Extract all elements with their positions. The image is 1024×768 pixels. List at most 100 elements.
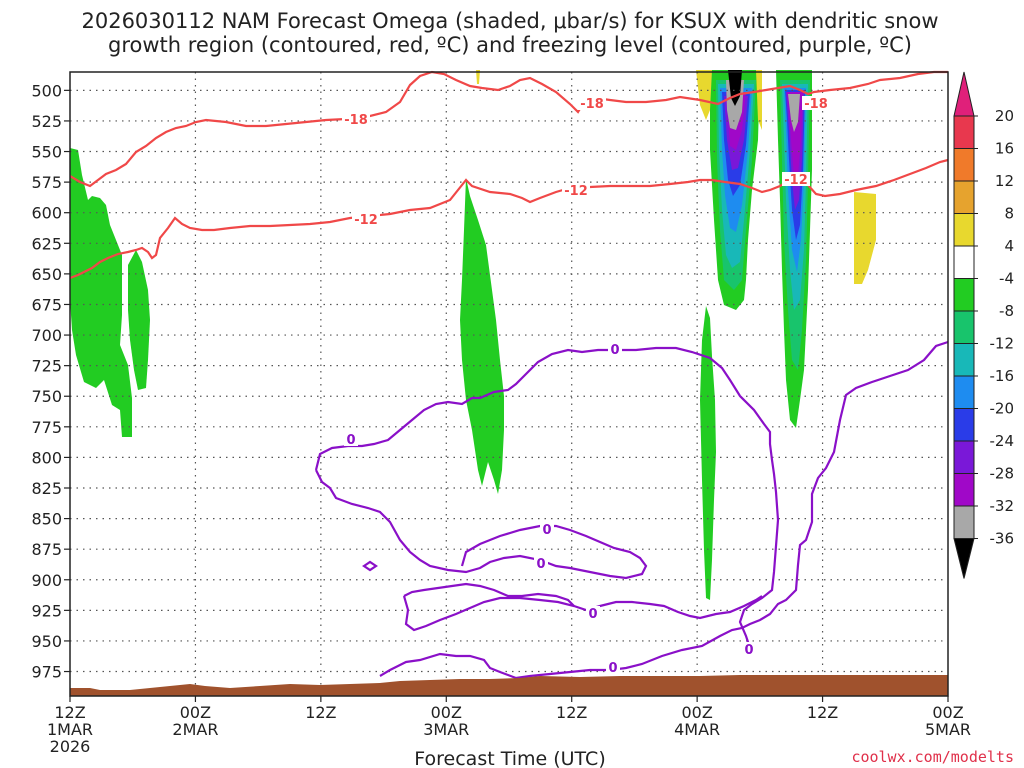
- dgz-labels: -18 -18 -18 -12 -12 -12: [342, 96, 830, 228]
- y-tick-label: 825: [31, 479, 62, 498]
- plot-border: [69, 71, 949, 697]
- colorbar-label: -8: [999, 302, 1014, 320]
- x-tick-label: 5MAR: [925, 720, 971, 739]
- y-tick-label: 925: [31, 601, 62, 620]
- y-tick-label: 950: [31, 632, 62, 651]
- colorbar-bin: [953, 180, 975, 214]
- y-tick-label: 750: [31, 387, 62, 406]
- colorbar-label: -16: [990, 367, 1015, 385]
- x-tick-label: 4MAR: [674, 720, 720, 739]
- y-tick-label: 900: [31, 571, 62, 590]
- y-tick-label: 975: [31, 663, 62, 682]
- omega-region-green-3: [460, 178, 504, 494]
- freezing-label-4: 0: [536, 557, 545, 572]
- y-tick-label: 775: [31, 418, 62, 437]
- chart-title-line1: 2026030112 NAM Forecast Omega (shaded, μ…: [81, 9, 938, 33]
- colorbar-label: 20: [995, 107, 1014, 125]
- colorbar-bin: [953, 408, 975, 442]
- y-axis: 500 525 550 575 600 625 650 675 700 725 750 775 800 8…: [31, 81, 70, 682]
- y-tick-label: 650: [31, 265, 62, 284]
- omega-region-green-2: [128, 250, 150, 390]
- colorbar-label: -28: [990, 465, 1015, 483]
- colorbar-label: -24: [990, 432, 1015, 450]
- colorbar-label: 4: [1004, 237, 1014, 255]
- dgz-label-lower-3: -12: [784, 173, 808, 188]
- y-tick-label: 575: [31, 173, 62, 192]
- chart-title-line2: growth region (contoured, red, ºC) and f…: [108, 33, 912, 57]
- x-tick-label: 3MAR: [423, 720, 469, 739]
- colorbar-bin: [953, 343, 975, 377]
- colorbar-label: -4: [999, 270, 1014, 288]
- colorbar-top-arrow: [953, 71, 975, 117]
- y-tick-label: 675: [31, 295, 62, 314]
- colorbar-label: 8: [1004, 205, 1014, 223]
- omega-region-green-1: [70, 148, 132, 437]
- x-tick-label: 1MAR: [47, 720, 93, 739]
- freezing-label-5: 0: [588, 607, 597, 622]
- colorbar-bin: [953, 115, 975, 149]
- dgz-label-lower-1: -12: [354, 213, 378, 228]
- colorbar-bin: [953, 440, 975, 474]
- colorbar-bin: [953, 213, 975, 247]
- x-tick-label: 12Z: [305, 703, 336, 722]
- colorbar-label: 16: [995, 140, 1014, 158]
- colorbar-label: -36: [990, 530, 1015, 548]
- colorbar-label: -12: [990, 335, 1015, 353]
- credit-text: coolwx.com/modelts: [851, 748, 1014, 766]
- omega-region-yellow-3: [854, 192, 876, 284]
- terrain-ground: [70, 675, 948, 696]
- y-tick-label: 700: [31, 326, 62, 345]
- y-tick-label: 625: [31, 234, 62, 253]
- omega-region-yellow-4: [756, 70, 762, 130]
- freezing-contour-inner-4: [403, 582, 575, 607]
- colorbar-label: -32: [990, 497, 1015, 515]
- y-tick-label: 875: [31, 540, 62, 559]
- freezing-contours: [314, 340, 949, 680]
- freezing-contour-inner-2: [314, 346, 780, 649]
- freezing-label-7: 0: [608, 661, 617, 676]
- y-tick-label: 600: [31, 204, 62, 223]
- grid-lines: [70, 72, 948, 696]
- y-tick-label: 850: [31, 510, 62, 529]
- omega-shading: [70, 70, 876, 600]
- omega-region-yellow-1: [696, 70, 712, 120]
- colorbar-bin: [953, 278, 975, 312]
- x-tick-label: 00Z: [681, 703, 712, 722]
- x-tick-label: 12Z: [556, 703, 587, 722]
- freezing-label-1: 0: [346, 433, 355, 448]
- colorbar-bin: [953, 505, 975, 539]
- x-tick-label: 2026: [50, 737, 91, 756]
- x-axis-label: Forecast Time (UTC): [414, 748, 605, 768]
- x-tick-label: 00Z: [431, 703, 462, 722]
- colorbar-label: 12: [995, 172, 1014, 190]
- freezing-label-2: 0: [610, 343, 619, 358]
- dgz-label-lower-2: -12: [564, 184, 588, 199]
- freezing-labels: 0 0 0 0 0 0 0: [344, 342, 756, 676]
- y-tick-label: 500: [31, 81, 62, 100]
- dgz-contour-lower: [69, 70, 948, 188]
- freezing-label-3: 0: [542, 523, 551, 538]
- colorbar-bin: [953, 148, 975, 182]
- dgz-label-upper-2: -18: [580, 97, 604, 112]
- omega-region-yellow-2: [476, 70, 480, 84]
- dgz-label-upper-1: -18: [344, 113, 368, 128]
- freezing-label-6: 0: [744, 643, 753, 658]
- y-tick-label: 725: [31, 357, 62, 376]
- omega-region-green-4: [700, 306, 716, 600]
- x-tick-label: 00Z: [932, 703, 963, 722]
- freezing-contour-inner-1: [315, 469, 648, 580]
- omega-region-gray-2: [788, 94, 800, 132]
- freezing-contour-small: [362, 560, 378, 572]
- colorbar-bin: [953, 310, 975, 344]
- colorbar: 20 16 12 8 4 -4 -8 -12 -16 -20 -24 -28 -32 -36: [953, 71, 1015, 579]
- plot-area: [70, 72, 948, 696]
- y-tick-label: 550: [31, 143, 62, 162]
- y-tick-label: 800: [31, 448, 62, 467]
- freezing-contour-inner-3: [402, 595, 763, 632]
- y-tick-label: 525: [31, 112, 62, 131]
- x-tick-label: 00Z: [180, 703, 211, 722]
- freezing-contour-main: [379, 340, 949, 680]
- colorbar-bottom-arrow: [953, 538, 975, 579]
